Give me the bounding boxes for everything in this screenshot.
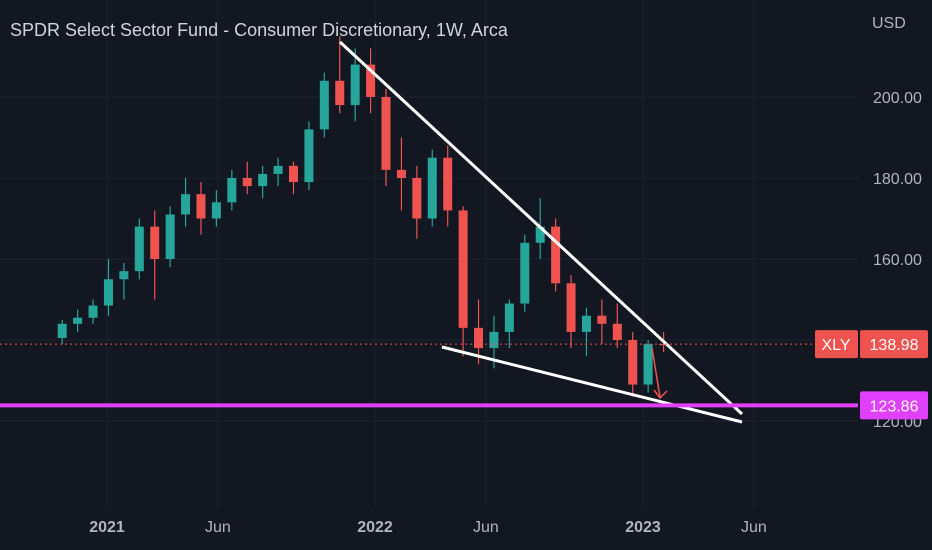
candle-body [350,64,360,106]
candle-body [489,331,499,349]
candle-body [134,226,144,272]
candle-body [88,305,98,318]
symbol-badge [815,330,858,359]
last-price-label: 138.98 [870,337,919,354]
candle-body [520,242,530,304]
price-tick-label: 200.00 [873,90,922,107]
upper-trendline [338,40,744,416]
price-tick-label: 180.00 [873,171,922,188]
candle-body [535,226,545,243]
candle-body [628,340,638,385]
candle-body [381,97,391,170]
candle-body [57,323,67,338]
candle-body [119,271,129,280]
candle-body [258,173,268,187]
time-tick-label: 2022 [357,519,393,536]
candle-body [366,64,376,97]
candle-body [150,226,160,259]
time-tick-label: Jun [473,519,499,536]
candle-body [427,157,437,219]
time-tick-label: 2021 [89,519,125,536]
candle-body [211,202,221,219]
support-badge [860,391,928,420]
price-labels: XLY 138.98 123.86 [815,330,928,420]
candlestick-series [57,36,669,397]
candle-body [396,169,406,178]
candle-body [443,157,453,211]
projection-arrow [651,347,661,398]
time-tick-label: Jun [205,519,231,536]
candle-body [643,344,653,385]
candle-body [566,283,576,332]
candle-body [227,178,237,203]
candle-body [242,178,252,187]
candle-body [319,80,329,130]
candle-body [73,317,83,324]
time-tick-label: Jun [741,519,767,536]
candle-body [597,315,607,324]
candle-body [304,129,314,183]
candle-body [288,165,298,183]
candle-body [581,315,591,332]
time-axis[interactable]: 2021 Jun 2022 Jun 2023 Jun [89,519,767,536]
drawing-tools-layer [0,40,858,424]
candle-body [474,327,484,349]
support-price-label: 123.86 [870,398,919,415]
symbol-label: XLY [821,337,850,354]
currency-label: USD [872,15,906,32]
candle-body [612,323,622,340]
candle-body [551,226,561,284]
candle-body [196,194,206,219]
candle-body [659,344,669,346]
time-tick-label: 2023 [625,519,661,536]
last-price-badge [860,330,928,359]
projection-arrow-head [653,389,668,400]
lower-trendline [441,345,743,424]
chart-title: SPDR Select Sector Fund - Consumer Discr… [10,20,508,40]
candle-body [273,165,283,174]
candle-body [181,194,191,215]
candle-body [458,210,468,328]
price-tick-label: 160.00 [873,252,922,269]
candle-body [504,303,514,332]
candle-body [165,214,175,259]
candle-body [412,178,422,219]
candle-body [335,80,345,106]
candle-body [103,279,113,306]
